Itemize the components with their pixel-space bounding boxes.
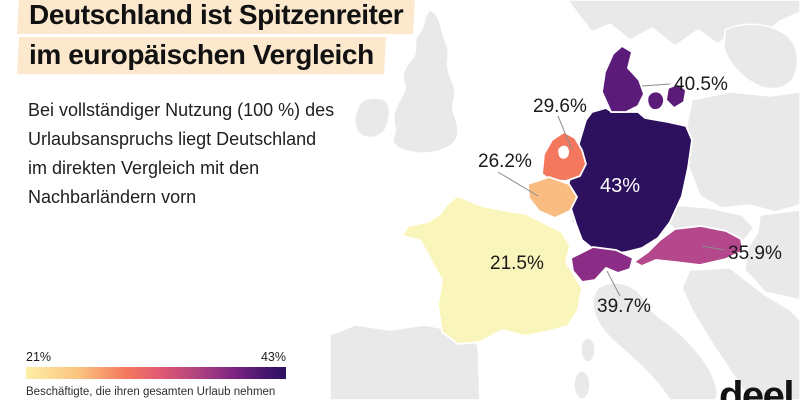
land-poland <box>685 91 800 213</box>
country-denmark <box>601 45 645 113</box>
legend-labels: 21% 43% <box>26 344 286 364</box>
country-belgium <box>527 176 578 219</box>
ijsselmeer-water <box>558 145 569 159</box>
legend-max-label: 43% <box>260 350 286 364</box>
legend-min-label: 21% <box>26 350 52 364</box>
country-switzerland <box>570 246 634 283</box>
land-norway <box>567 0 800 47</box>
title-line-2-text: im europäischen Vergleich <box>18 37 385 74</box>
label-denmark: 40.5% <box>674 74 728 95</box>
leader-line-belgium <box>497 171 539 197</box>
label-netherlands: 29.6% <box>533 96 587 117</box>
land-great-britain <box>392 9 459 154</box>
land-sweden <box>723 23 799 90</box>
country-denmark-funen <box>646 90 665 111</box>
subtitle: Bei vollständiger Nutzung (100 %) des Ur… <box>28 96 334 212</box>
title-block: Deutschland ist Spitzenreiter im europäi… <box>18 0 414 77</box>
leader-line-denmark <box>641 83 671 87</box>
deel-logo: deel. <box>719 374 800 400</box>
label-belgium: 26.2% <box>478 151 532 172</box>
choropleth-countries <box>401 45 744 345</box>
leader-line-netherlands <box>557 115 573 151</box>
label-switzerland: 39.7% <box>597 296 651 317</box>
title-line-1: Deutschland ist Spitzenreiter <box>18 0 414 34</box>
title-line-1-text: Deutschland ist Spitzenreiter <box>18 0 414 34</box>
title-line-2: im europäischen Vergleich <box>18 37 414 74</box>
label-france: 21.5% <box>490 253 544 274</box>
country-austria <box>633 225 744 267</box>
land-sardinia <box>573 370 591 400</box>
land-italy <box>592 282 718 400</box>
subtitle-line: Urlaubsanspruchs liegt Deutschland <box>28 129 317 149</box>
land-ireland <box>354 97 391 139</box>
leader-lines <box>497 83 725 297</box>
country-denmark-zealand <box>665 83 687 109</box>
land-corsica <box>580 337 596 363</box>
legend-gradient-bar <box>26 367 286 379</box>
europe-map: 40.5% 29.6% 26.2% 43% 21.5% 35.9% 39.7% <box>329 0 800 400</box>
europe-map-svg: 40.5% 29.6% 26.2% 43% 21.5% 35.9% 39.7% <box>329 0 800 400</box>
value-labels: 40.5% 29.6% 26.2% 43% 21.5% 35.9% 39.7% <box>478 74 782 317</box>
label-austria: 35.9% <box>728 243 782 264</box>
color-scale-legend: 21% 43% Beschäftigte, die ihren gesamten… <box>26 344 286 398</box>
land-hungary <box>744 209 800 301</box>
land-balkans <box>681 267 800 400</box>
leader-line-austria <box>701 245 725 251</box>
label-germany: 43% <box>600 175 640 197</box>
subtitle-line: Bei vollständiger Nutzung (100 %) des <box>28 100 335 120</box>
legend-caption: Beschäftigte, die ihren gesamten Urlaub … <box>26 386 276 398</box>
subtitle-line: im direkten Vergleich mit den <box>28 158 260 178</box>
country-france <box>401 195 583 345</box>
leader-line-switzerland <box>606 270 621 297</box>
subtitle-line: Nachbarländern vorn <box>28 187 197 207</box>
